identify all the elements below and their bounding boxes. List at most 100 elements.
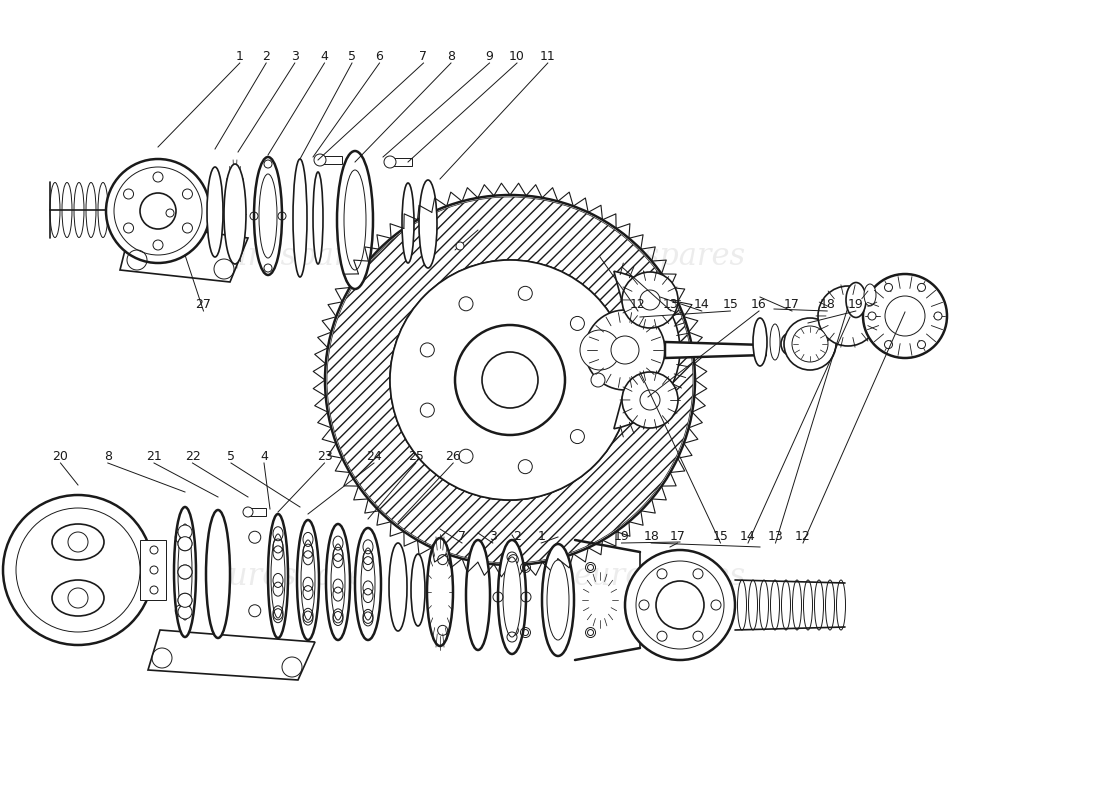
Text: 1: 1: [537, 530, 546, 542]
Circle shape: [243, 507, 253, 517]
Circle shape: [178, 565, 192, 579]
Text: 7: 7: [419, 50, 428, 62]
Text: 22: 22: [185, 450, 200, 462]
Circle shape: [178, 537, 192, 550]
Text: 13: 13: [663, 298, 679, 310]
Text: 25: 25: [408, 450, 424, 462]
Ellipse shape: [258, 174, 277, 258]
Polygon shape: [666, 342, 764, 358]
Circle shape: [178, 605, 192, 619]
Circle shape: [818, 286, 878, 346]
Text: eurospares: eurospares: [574, 561, 746, 591]
Ellipse shape: [754, 318, 767, 366]
Circle shape: [459, 450, 473, 463]
Text: eurospares: eurospares: [211, 241, 383, 271]
Ellipse shape: [174, 507, 196, 637]
Circle shape: [917, 283, 925, 291]
Text: 16: 16: [751, 298, 767, 310]
Text: 4: 4: [260, 450, 268, 462]
Circle shape: [886, 296, 925, 336]
Text: 12: 12: [795, 530, 811, 542]
Circle shape: [640, 290, 660, 310]
Polygon shape: [140, 540, 166, 600]
Text: 14: 14: [694, 298, 710, 310]
Text: 27: 27: [196, 298, 211, 310]
Circle shape: [625, 550, 735, 660]
Circle shape: [792, 326, 828, 362]
Polygon shape: [614, 271, 680, 429]
Circle shape: [178, 594, 192, 607]
Circle shape: [580, 330, 620, 370]
Text: 1: 1: [235, 50, 244, 62]
Polygon shape: [248, 508, 266, 516]
Ellipse shape: [297, 520, 319, 640]
Text: 2: 2: [262, 50, 271, 62]
Circle shape: [420, 403, 434, 417]
Text: 15: 15: [713, 530, 728, 542]
Text: 5: 5: [227, 450, 235, 462]
Text: 8: 8: [447, 50, 455, 62]
Ellipse shape: [419, 180, 437, 268]
Text: 2: 2: [513, 530, 521, 542]
Circle shape: [571, 317, 584, 330]
Text: 8: 8: [103, 450, 112, 462]
Ellipse shape: [326, 524, 350, 640]
Ellipse shape: [411, 554, 425, 626]
Ellipse shape: [331, 544, 345, 620]
Circle shape: [324, 195, 695, 565]
Circle shape: [178, 537, 192, 550]
Ellipse shape: [207, 167, 223, 257]
Text: 23: 23: [317, 450, 332, 462]
Circle shape: [884, 283, 892, 291]
Text: 17: 17: [670, 530, 685, 542]
Circle shape: [314, 154, 326, 166]
Ellipse shape: [337, 151, 373, 289]
Circle shape: [868, 312, 876, 320]
Circle shape: [140, 193, 176, 229]
Text: 3: 3: [290, 50, 299, 62]
Text: 13: 13: [768, 530, 783, 542]
Text: 5: 5: [348, 50, 356, 62]
Text: 26: 26: [446, 450, 461, 462]
Circle shape: [106, 159, 210, 263]
Circle shape: [934, 312, 942, 320]
Text: 18: 18: [644, 530, 659, 542]
Ellipse shape: [864, 284, 876, 306]
Ellipse shape: [466, 540, 490, 650]
Circle shape: [390, 260, 630, 500]
Circle shape: [384, 156, 396, 168]
Circle shape: [178, 525, 192, 539]
Ellipse shape: [314, 172, 323, 264]
Text: 9: 9: [485, 50, 494, 62]
Ellipse shape: [178, 524, 192, 620]
Circle shape: [656, 581, 704, 629]
Text: eurospares: eurospares: [574, 241, 746, 271]
Circle shape: [3, 495, 153, 645]
Ellipse shape: [770, 324, 780, 360]
Text: 19: 19: [614, 530, 629, 542]
Polygon shape: [320, 156, 342, 164]
Circle shape: [621, 272, 678, 328]
Ellipse shape: [224, 164, 246, 264]
Ellipse shape: [402, 183, 414, 263]
Ellipse shape: [268, 514, 288, 638]
Circle shape: [178, 565, 192, 579]
Ellipse shape: [389, 543, 407, 631]
Ellipse shape: [427, 538, 453, 646]
Circle shape: [610, 336, 639, 364]
Circle shape: [459, 297, 473, 310]
Text: 24: 24: [366, 450, 382, 462]
Ellipse shape: [846, 282, 866, 318]
Text: 19: 19: [848, 298, 864, 310]
Text: 14: 14: [740, 530, 756, 542]
Ellipse shape: [355, 528, 381, 640]
Ellipse shape: [254, 157, 282, 275]
Text: 18: 18: [820, 298, 835, 310]
Circle shape: [864, 274, 947, 358]
Ellipse shape: [301, 540, 315, 620]
Ellipse shape: [498, 540, 526, 654]
Text: 20: 20: [53, 450, 68, 462]
Text: eurospares: eurospares: [211, 561, 383, 591]
Ellipse shape: [206, 510, 230, 638]
Circle shape: [591, 373, 605, 387]
